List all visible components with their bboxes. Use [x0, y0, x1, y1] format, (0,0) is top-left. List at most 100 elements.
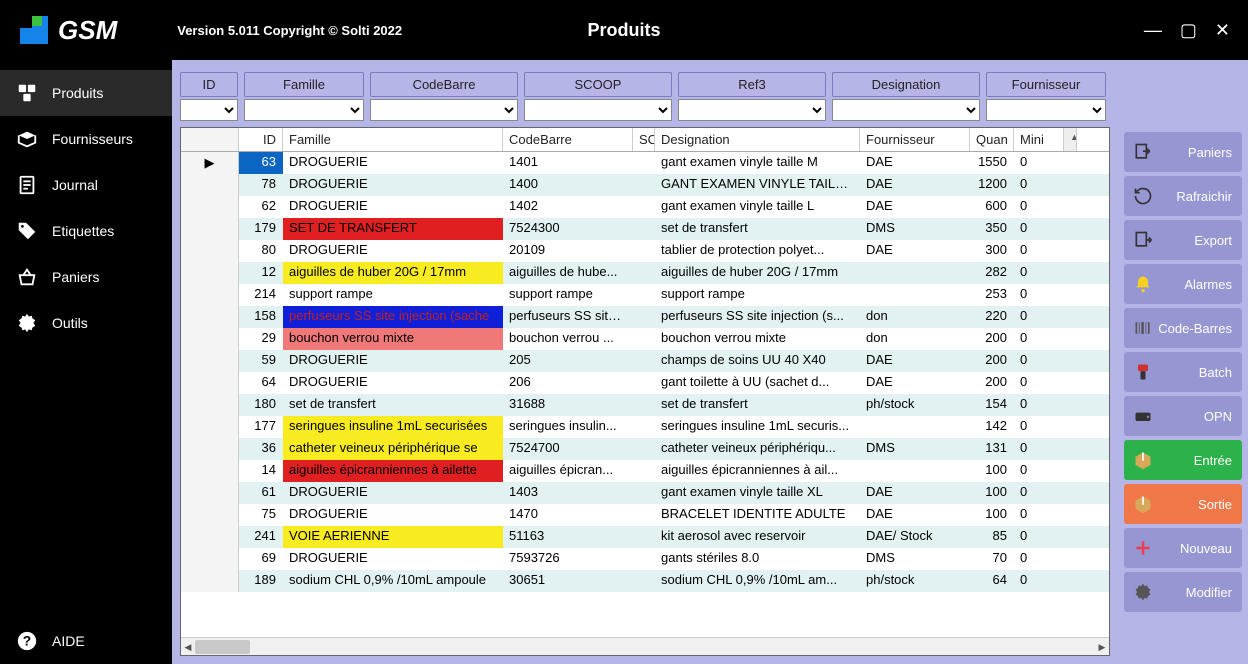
table-row[interactable]: 12aiguilles de huber 20G / 17mmaiguilles…: [181, 262, 1109, 284]
action-export-button[interactable]: Export: [1124, 220, 1242, 260]
sidebar-item-etiquettes[interactable]: Etiquettes: [0, 208, 172, 254]
action-label: Code-Barres: [1158, 321, 1232, 336]
sidebar-item-aide[interactable]: ? AIDE: [0, 618, 172, 664]
col-header-codebarre[interactable]: CodeBarre: [503, 128, 633, 151]
table-row[interactable]: 64DROGUERIE206gant toilette à UU (sachet…: [181, 372, 1109, 394]
cell-mini: 0: [1014, 152, 1064, 174]
gear2-icon: [1132, 581, 1154, 603]
cell-sc: [633, 548, 655, 570]
table-row[interactable]: 62DROGUERIE1402gant examen vinyle taille…: [181, 196, 1109, 218]
cell-sc: [633, 504, 655, 526]
table-row[interactable]: 241VOIE AERIENNE51163kit aerosol avec re…: [181, 526, 1109, 548]
filter-col-famille: Famille: [244, 72, 364, 121]
table-row[interactable]: 69DROGUERIE7593726gants stériles 8.0DMS7…: [181, 548, 1109, 570]
horizontal-scrollbar[interactable]: ◀ ▶: [181, 637, 1109, 655]
table-row[interactable]: 80DROGUERIE20109tablier de protection po…: [181, 240, 1109, 262]
table-row[interactable]: 36catheter veineux périphérique se752470…: [181, 438, 1109, 460]
action-entree-button[interactable]: Entrée: [1124, 440, 1242, 480]
sidebar-item-fournisseurs[interactable]: Fournisseurs: [0, 116, 172, 162]
cell-designation: support rampe: [655, 284, 860, 306]
cell-mini: 0: [1014, 394, 1064, 416]
cell-designation: sodium CHL 0,9% /10mL am...: [655, 570, 860, 592]
table-row[interactable]: 29bouchon verrou mixtebouchon verrou ...…: [181, 328, 1109, 350]
action-nouveau-button[interactable]: Nouveau: [1124, 528, 1242, 568]
cell-id: 14: [239, 460, 283, 482]
table-row[interactable]: 61DROGUERIE1403gant examen vinyle taille…: [181, 482, 1109, 504]
cell-fournisseur: DAE: [860, 174, 970, 196]
cell-sc: [633, 174, 655, 196]
vscroll-up[interactable]: ▲: [1064, 128, 1077, 151]
table-row[interactable]: 189sodium CHL 0,9% /10mL ampoule30651sod…: [181, 570, 1109, 592]
sidebar-item-outils[interactable]: Outils: [0, 300, 172, 346]
cell-fournisseur: ph/stock: [860, 394, 970, 416]
page-title: Produits: [587, 20, 660, 41]
cell-sc: [633, 196, 655, 218]
cell-fournisseur: DAE: [860, 152, 970, 174]
action-batch-button[interactable]: Batch: [1124, 352, 1242, 392]
cell-codebarre: 1403: [503, 482, 633, 504]
cell-codebarre: 7524300: [503, 218, 633, 240]
action-paniers-button[interactable]: Paniers: [1124, 132, 1242, 172]
table-row[interactable]: 59DROGUERIE205champs de soins UU 40 X40D…: [181, 350, 1109, 372]
cell-mini: 0: [1014, 570, 1064, 592]
hscroll-thumb[interactable]: [195, 640, 250, 654]
table-row[interactable]: 78DROGUERIE1400GANT EXAMEN VINYLE TAILLE…: [181, 174, 1109, 196]
table-row[interactable]: 214support rampesupport rampesupport ram…: [181, 284, 1109, 306]
close-button[interactable]: ✕: [1215, 20, 1230, 41]
col-header-id[interactable]: ID: [239, 128, 283, 151]
table-row[interactable]: 177seringues insuline 1mL securiséesseri…: [181, 416, 1109, 438]
col-header-marker[interactable]: [181, 128, 239, 151]
table-row[interactable]: 14aiguilles épicranniennes à ailetteaigu…: [181, 460, 1109, 482]
cell-id: 12: [239, 262, 283, 284]
table-row[interactable]: 75DROGUERIE1470BRACELET IDENTITE ADULTED…: [181, 504, 1109, 526]
cell-sc: [633, 570, 655, 592]
action-label: Nouveau: [1180, 541, 1232, 556]
filter-select-designation[interactable]: [832, 99, 980, 121]
table-row[interactable]: 158perfuseurs SS site injection (sachepe…: [181, 306, 1109, 328]
col-header-famille[interactable]: Famille: [283, 128, 503, 151]
sidebar-item-journal[interactable]: Journal: [0, 162, 172, 208]
cell-famille: DROGUERIE: [283, 240, 503, 262]
action-sortie-button[interactable]: Sortie: [1124, 484, 1242, 524]
col-header-quan[interactable]: Quan: [970, 128, 1014, 151]
action-modifier-button[interactable]: Modifier: [1124, 572, 1242, 612]
cell-id: 69: [239, 548, 283, 570]
filter-label: SCOOP: [524, 72, 672, 97]
action-label: Batch: [1199, 365, 1232, 380]
filter-select-codebarre[interactable]: [370, 99, 518, 121]
table-row[interactable]: 180set de transfert31688set de transfert…: [181, 394, 1109, 416]
filter-select-scoop[interactable]: [524, 99, 672, 121]
table-row[interactable]: 179SET DE TRANSFERT7524300set de transfe…: [181, 218, 1109, 240]
action-rafraichir-button[interactable]: Rafraichir: [1124, 176, 1242, 216]
hscroll-right[interactable]: ▶: [1095, 638, 1109, 656]
sidebar-item-paniers[interactable]: Paniers: [0, 254, 172, 300]
cell-codebarre: 7524700: [503, 438, 633, 460]
filter-select-famille[interactable]: [244, 99, 364, 121]
maximize-button[interactable]: ▢: [1180, 20, 1197, 41]
action-alarmes-button[interactable]: Alarmes: [1124, 264, 1242, 304]
col-header-sc[interactable]: SC: [633, 128, 655, 151]
action-label: Export: [1194, 233, 1232, 248]
cell-famille: DROGUERIE: [283, 482, 503, 504]
cell-sc: [633, 262, 655, 284]
cell-fournisseur: DAE: [860, 196, 970, 218]
filter-select-ref3[interactable]: [678, 99, 826, 121]
grid-body[interactable]: ▶63DROGUERIE1401gant examen vinyle taill…: [181, 152, 1109, 637]
col-header-mini[interactable]: Mini: [1014, 128, 1064, 151]
action-codebarres-button[interactable]: Code-Barres: [1124, 308, 1242, 348]
cell-quan: 154: [970, 394, 1014, 416]
hscroll-left[interactable]: ◀: [181, 638, 195, 656]
filter-select-fournisseur[interactable]: [986, 99, 1106, 121]
col-header-fournisseur[interactable]: Fournisseur: [860, 128, 970, 151]
filter-col-fournisseur: Fournisseur: [986, 72, 1106, 121]
col-header-designation[interactable]: Designation: [655, 128, 860, 151]
cell-id: 75: [239, 504, 283, 526]
minimize-button[interactable]: —: [1144, 20, 1162, 41]
table-row[interactable]: ▶63DROGUERIE1401gant examen vinyle taill…: [181, 152, 1109, 174]
cell-designation: set de transfert: [655, 218, 860, 240]
cell-sc: [633, 218, 655, 240]
action-opn-button[interactable]: OPN: [1124, 396, 1242, 436]
cell-id: 241: [239, 526, 283, 548]
sidebar-item-produits[interactable]: Produits: [0, 70, 172, 116]
filter-select-id[interactable]: [180, 99, 238, 121]
